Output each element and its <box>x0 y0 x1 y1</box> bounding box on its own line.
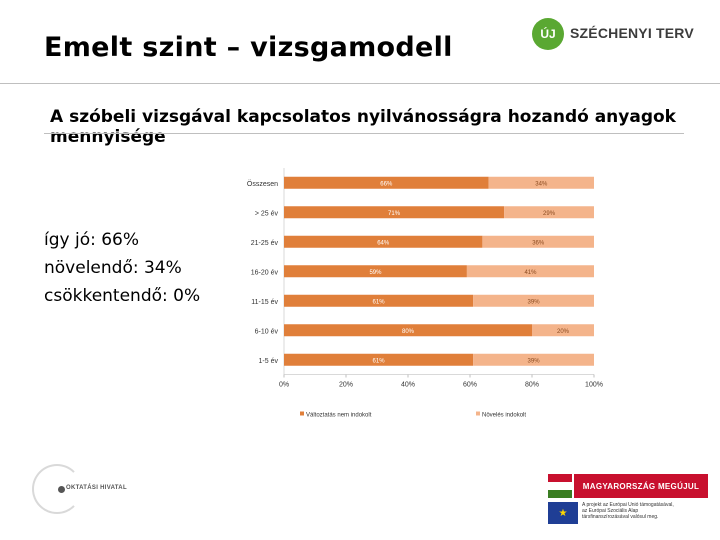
legend-label: Növelés indokolt <box>482 413 526 419</box>
summary-decrease: csökkentendő: 0% <box>44 286 201 306</box>
x-tick-label: 0% <box>279 382 289 389</box>
category-label: 21-25 év <box>251 240 279 247</box>
x-tick-label: 20% <box>339 382 353 389</box>
eu-notice-text: A projekt az Európai Unió támogatásával,… <box>582 502 712 520</box>
szechenyi-logo-text: SZÉCHENYI TERV <box>570 25 694 41</box>
data-label: 59% <box>369 270 382 276</box>
data-label: 80% <box>402 329 415 335</box>
title-divider <box>0 83 720 84</box>
data-label: 66% <box>380 181 393 187</box>
bar-segment <box>284 353 474 366</box>
category-label: 6-10 év <box>255 328 279 335</box>
bar-segment <box>473 353 594 366</box>
data-label: 34% <box>535 181 548 187</box>
summary-increase: növelendő: 34% <box>44 258 182 278</box>
category-label: 11-15 év <box>251 299 278 306</box>
bar-segment <box>284 206 505 219</box>
data-label: 20% <box>557 329 570 335</box>
data-label: 39% <box>528 358 541 364</box>
bar-segment <box>284 294 474 307</box>
office-dot-shape <box>58 486 65 493</box>
eu-text-line-1: A projekt az Európai Unió támogatásával, <box>582 502 674 508</box>
szechenyi-terv-logo: ÚJ SZÉCHENYI TERV <box>532 14 712 58</box>
category-label: > 25 év <box>255 210 279 217</box>
x-tick-label: 100% <box>585 382 603 389</box>
chart-subtitle: A szóbeli vizsgával kapcsolatos nyilváno… <box>50 107 676 147</box>
summary-ok: így jó: 66% <box>44 230 140 250</box>
legend-swatch <box>476 411 480 416</box>
eu-flag-icon: ★ <box>548 502 578 524</box>
bar-segment <box>532 324 594 337</box>
data-label: 29% <box>543 211 556 217</box>
x-tick-label: 60% <box>463 382 477 389</box>
data-label: 36% <box>532 240 545 246</box>
category-label: Összesen <box>247 180 278 188</box>
magyarorszag-megujul-banner: MAGYARORSZÁG MEGÚJUL <box>548 474 708 498</box>
category-label: 1-5 év <box>259 358 279 365</box>
bar-segment <box>482 235 594 248</box>
stacked-bar-chart: Összesen 66% 34% > 25 év 71% 29% 21-25 év 64% 36… <box>247 168 603 419</box>
data-label: 61% <box>373 299 386 305</box>
legend-swatch <box>300 411 304 416</box>
bar-segment <box>284 176 489 189</box>
eu-text-line-2: az Európai Szociális Alap <box>582 508 639 514</box>
subtitle-divider <box>44 133 684 134</box>
office-arc-shape <box>32 464 82 514</box>
bar-segment <box>284 235 483 248</box>
data-label: 71% <box>388 211 401 217</box>
data-label: 61% <box>373 358 386 364</box>
summary-box: így jó: 66% növelendő: 34% csökkentendő:… <box>44 226 200 310</box>
eu-funding-notice: ★ A projekt az Európai Unió támogatásáva… <box>548 502 713 530</box>
slide-title: Emelt szint – vizsgamodell <box>44 32 453 63</box>
office-logo-text: OKTATÁSI HIVATAL <box>66 485 127 491</box>
category-label: 16-20 év <box>251 269 279 276</box>
szechenyi-logo-mark: ÚJ <box>532 18 564 50</box>
x-tick-label: 40% <box>401 382 415 389</box>
data-label: 41% <box>524 270 537 276</box>
hungarian-flag-icon <box>548 474 572 498</box>
oktatasi-hivatal-logo: OKTATÁSI HIVATAL <box>18 458 138 522</box>
legend-label: Változtatás nem indokolt <box>306 413 372 419</box>
bar-segment <box>473 294 594 307</box>
bar-segment <box>284 324 532 337</box>
data-label: 39% <box>528 299 541 305</box>
bar-segment <box>504 206 594 219</box>
bar-segment <box>284 265 467 278</box>
bar-segment <box>466 265 594 278</box>
banner-text: MAGYARORSZÁG MEGÚJUL <box>574 474 708 498</box>
eu-text-line-3: társfinanszírozásával valósul meg. <box>582 514 659 520</box>
x-tick-label: 80% <box>525 382 539 389</box>
bar-segment <box>488 176 594 189</box>
data-label: 64% <box>377 240 390 246</box>
